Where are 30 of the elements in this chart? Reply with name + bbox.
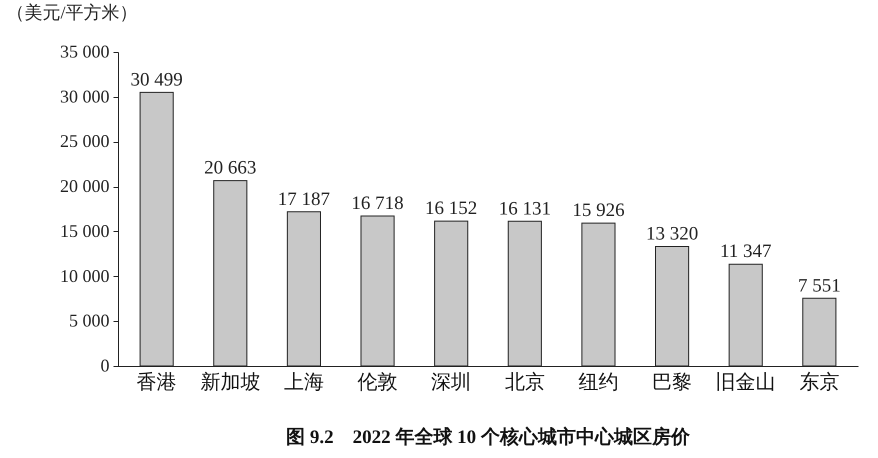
data-label: 16 718 (351, 193, 404, 214)
y-tick-label: 5 000 (69, 310, 110, 331)
data-label: 17 187 (278, 188, 330, 210)
data-label: 20 663 (204, 158, 256, 179)
y-tick-label: 15 000 (60, 220, 110, 241)
x-tick-label: 旧金山 (716, 372, 776, 394)
y-tick-label: 25 000 (60, 131, 110, 152)
data-label: 30 499 (130, 69, 183, 90)
x-tick-label: 东京 (799, 372, 840, 394)
x-tick-label: 伦敦 (358, 372, 398, 394)
y-axis-title: （美元/平方米） (6, 2, 138, 22)
data-label: 15 926 (572, 200, 625, 222)
x-tick-label: 巴黎 (652, 372, 692, 394)
y-tick-label: 35 000 (60, 42, 110, 62)
x-tick-label: 新加坡 (200, 372, 260, 394)
x-tick-label: 香港 (136, 372, 177, 394)
data-label: 16 152 (425, 198, 478, 220)
y-tick-label: 0 (100, 356, 110, 376)
data-label: 7 551 (798, 275, 841, 296)
x-tick-label: 北京 (504, 372, 545, 394)
x-tick-label: 深圳 (431, 372, 472, 394)
x-tick-label: 纽约 (578, 372, 618, 394)
y-tick-label: 10 000 (60, 266, 110, 286)
data-label: 11 347 (720, 241, 772, 262)
text: 图 9.2 2022 年全球 10 个核心城市中心城区房价 (286, 426, 691, 448)
y-tick-label: 20 000 (60, 176, 110, 196)
data-label: 16 131 (498, 198, 551, 220)
x-tick-label: 上海 (284, 372, 324, 394)
y-tick-label: 30 000 (60, 86, 110, 106)
data-label: 13 320 (646, 224, 698, 244)
